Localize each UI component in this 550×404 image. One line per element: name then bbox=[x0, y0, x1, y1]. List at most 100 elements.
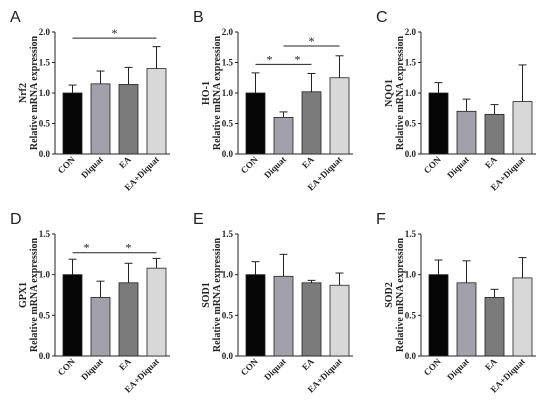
panel-letter: D bbox=[10, 211, 22, 228]
y-tick-label: 0.5 bbox=[405, 119, 417, 129]
bar-diquat bbox=[456, 110, 477, 155]
y-tick-label: 1.5 bbox=[405, 58, 417, 68]
x-tick-label: EA bbox=[300, 154, 316, 170]
bar-ea-diquat bbox=[512, 277, 533, 357]
y-axis-gene: Nrf2 bbox=[18, 83, 29, 103]
y-tick-label: 1.5 bbox=[39, 229, 51, 239]
y-tick-label: 1.0 bbox=[405, 88, 417, 98]
y-axis-title: Relative mRNA expression bbox=[395, 35, 406, 150]
bar-ea-diquat bbox=[329, 77, 350, 155]
y-tick-label: 1.0 bbox=[222, 88, 234, 98]
y-tick-label: 0.0 bbox=[39, 149, 51, 159]
y-tick-label: 1.5 bbox=[222, 58, 234, 68]
x-tick-label: CON bbox=[239, 154, 261, 176]
significance-star: * bbox=[309, 34, 315, 48]
bar-diquat bbox=[273, 117, 294, 155]
bar-ea bbox=[484, 113, 505, 155]
x-tick-label: EA bbox=[117, 356, 133, 372]
y-tick-label: 0.0 bbox=[222, 351, 234, 361]
y-axis-label: Nrf2 bbox=[18, 83, 29, 103]
bar-ea bbox=[484, 297, 505, 357]
panel-b: B HO-1 Relative mRNA expression 0.0 0.5 1.0 1.… bbox=[183, 0, 366, 202]
y-tick-label: 0.0 bbox=[405, 149, 417, 159]
y-axis-label: NQO1 bbox=[384, 79, 395, 107]
y-axis-title: Relative mRNA expression bbox=[395, 237, 406, 352]
bar-ea bbox=[118, 84, 139, 155]
significance-star: * bbox=[126, 241, 132, 255]
y-axis-gene: NQO1 bbox=[384, 79, 395, 107]
x-tick-label: EA bbox=[483, 356, 499, 372]
y-tick-label: 0.5 bbox=[222, 310, 234, 320]
x-tick-label: CON bbox=[56, 356, 78, 378]
bar-ea bbox=[301, 282, 322, 357]
bar-diquat bbox=[273, 275, 294, 357]
y-tick-label: 1.0 bbox=[222, 270, 234, 280]
significance-star: * bbox=[84, 241, 90, 255]
y-tick-label: 2.0 bbox=[405, 27, 417, 37]
y-axis-title: Relative mRNA expression bbox=[29, 237, 40, 352]
x-tick-label: EA bbox=[483, 154, 499, 170]
y-axis-gene: SOD1 bbox=[201, 282, 212, 308]
y-axis-gene: SOD2 bbox=[384, 282, 395, 308]
panel-letter: F bbox=[376, 211, 386, 228]
x-tick-label: Diquat bbox=[445, 356, 471, 382]
bar-ea-diquat bbox=[146, 68, 167, 155]
y-axis-title: Relative mRNA expression bbox=[212, 35, 223, 150]
y-tick-label: 1.0 bbox=[39, 88, 51, 98]
x-tick-label: CON bbox=[422, 356, 444, 378]
y-tick-label: 0.5 bbox=[405, 310, 417, 320]
bar-con bbox=[245, 92, 266, 155]
y-axis-title: Relative mRNA expression bbox=[29, 35, 40, 150]
y-tick-label: 0.0 bbox=[39, 351, 51, 361]
y-tick-label: 0.5 bbox=[39, 310, 51, 320]
y-tick-label: 1.5 bbox=[39, 58, 51, 68]
x-tick-label: CON bbox=[239, 356, 261, 378]
panel-e: E SOD1 Relative mRNA expression 0.0 0.5 1.0 1.… bbox=[183, 202, 366, 404]
y-tick-label: 2.0 bbox=[222, 27, 234, 37]
bar-con bbox=[428, 274, 449, 357]
significance-star: * bbox=[295, 52, 301, 66]
panel-letter: E bbox=[193, 211, 204, 228]
panel-letter: B bbox=[193, 9, 204, 26]
bar-ea-diquat bbox=[146, 267, 167, 357]
bar-con bbox=[62, 92, 83, 155]
bar-con bbox=[428, 92, 449, 155]
y-tick-label: 1.0 bbox=[405, 270, 417, 280]
panel-c: C NQO1 Relative mRNA expression 0.0 0.5 1.0 1.… bbox=[366, 0, 549, 202]
y-axis-title: Relative mRNA expression bbox=[212, 237, 223, 352]
x-tick-label: Diquat bbox=[79, 154, 105, 180]
y-axis-label: HO-1 bbox=[201, 81, 212, 105]
x-tick-label: EA bbox=[117, 154, 133, 170]
y-tick-label: 1.0 bbox=[39, 270, 51, 280]
y-axis-label: GPX1 bbox=[18, 282, 29, 308]
y-axis-label: SOD1 bbox=[201, 282, 212, 308]
bar-ea-diquat bbox=[512, 101, 533, 155]
bar-ea bbox=[301, 91, 322, 155]
panel-letter: C bbox=[376, 9, 388, 26]
x-tick-label: Diquat bbox=[262, 356, 288, 382]
bar-con bbox=[245, 274, 266, 357]
panel-a: A Nrf2 Relative mRNA expression 0.0 0.5 1.0 1.… bbox=[0, 0, 183, 202]
y-tick-label: 1.5 bbox=[222, 229, 234, 239]
y-tick-label: 0.0 bbox=[405, 351, 417, 361]
x-tick-label: CON bbox=[422, 154, 444, 176]
y-tick-label: 0.5 bbox=[39, 119, 51, 129]
bar-ea bbox=[118, 282, 139, 357]
y-tick-label: 0.5 bbox=[222, 119, 234, 129]
panel-letter: A bbox=[10, 9, 21, 26]
bar-con bbox=[62, 274, 83, 357]
x-tick-label: Diquat bbox=[79, 356, 105, 382]
y-tick-label: 1.5 bbox=[405, 229, 417, 239]
bar-ea-diquat bbox=[329, 284, 350, 357]
x-tick-label: EA bbox=[300, 356, 316, 372]
x-tick-label: Diquat bbox=[262, 154, 288, 180]
panel-f: F SOD2 Relative mRNA expression 0.0 0.5 1.0 1.… bbox=[366, 202, 549, 404]
x-tick-label: Diquat bbox=[445, 154, 471, 180]
